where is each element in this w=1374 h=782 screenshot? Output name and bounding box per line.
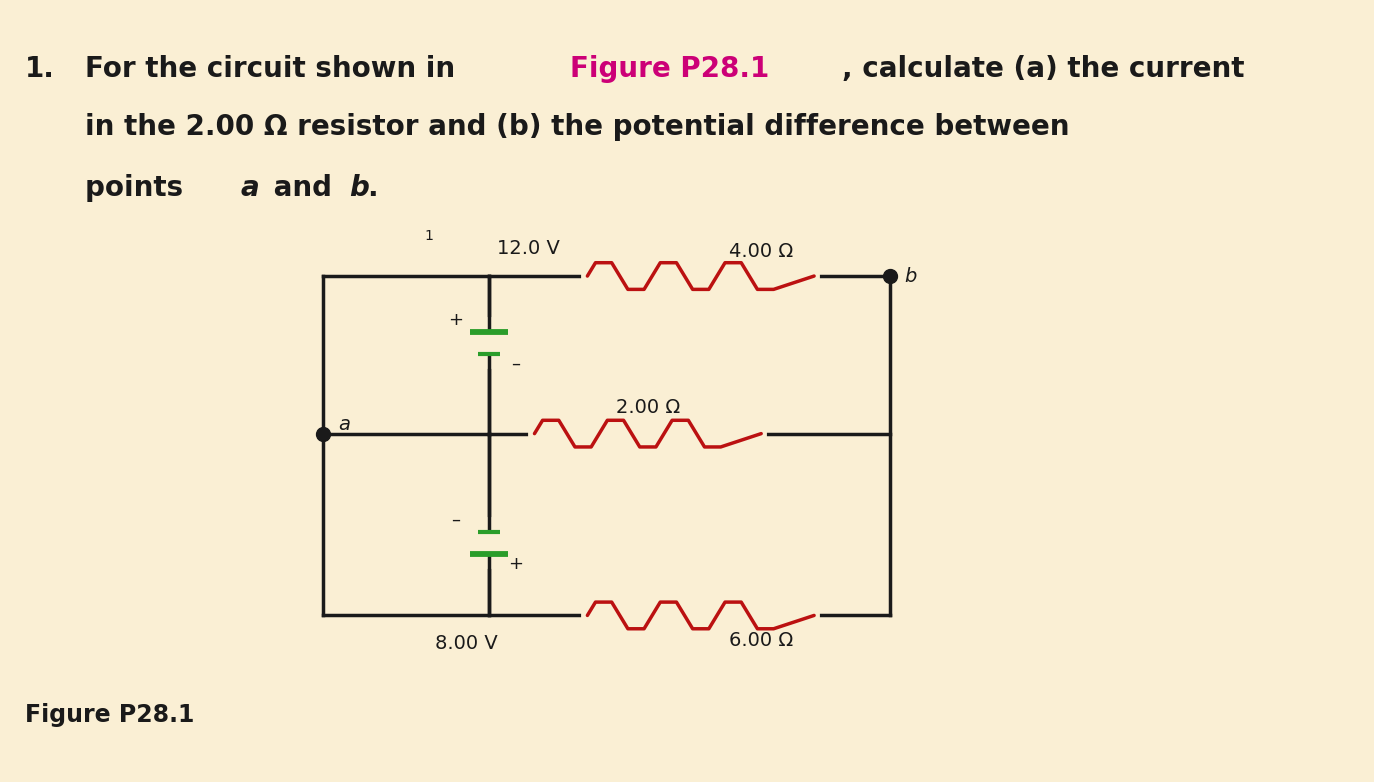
Text: and: and [264, 174, 341, 202]
Text: 2.00 Ω: 2.00 Ω [616, 398, 680, 417]
Text: Figure P28.1: Figure P28.1 [570, 55, 769, 83]
Text: 4.00 Ω: 4.00 Ω [730, 242, 793, 261]
Text: 1.: 1. [25, 55, 55, 83]
Text: 12.0 V: 12.0 V [497, 239, 559, 258]
Text: in the 2.00 Ω resistor and (b) the potential difference between: in the 2.00 Ω resistor and (b) the poten… [85, 113, 1070, 142]
Text: –: – [451, 511, 460, 529]
Text: 1: 1 [425, 228, 433, 242]
Text: .: . [367, 174, 378, 202]
Text: , calculate (a) the current: , calculate (a) the current [842, 55, 1245, 83]
Text: 6.00 Ω: 6.00 Ω [730, 630, 793, 650]
Text: b: b [349, 174, 368, 202]
Text: a: a [240, 174, 260, 202]
Text: 8.00 V: 8.00 V [436, 633, 497, 653]
Text: –: – [511, 355, 521, 373]
Text: b: b [904, 267, 918, 285]
Text: +: + [508, 555, 523, 573]
Text: +: + [448, 310, 463, 328]
Text: points: points [85, 174, 192, 202]
Text: Figure P28.1: Figure P28.1 [25, 703, 194, 727]
Text: a: a [338, 415, 350, 434]
Text: For the circuit shown in: For the circuit shown in [85, 55, 464, 83]
